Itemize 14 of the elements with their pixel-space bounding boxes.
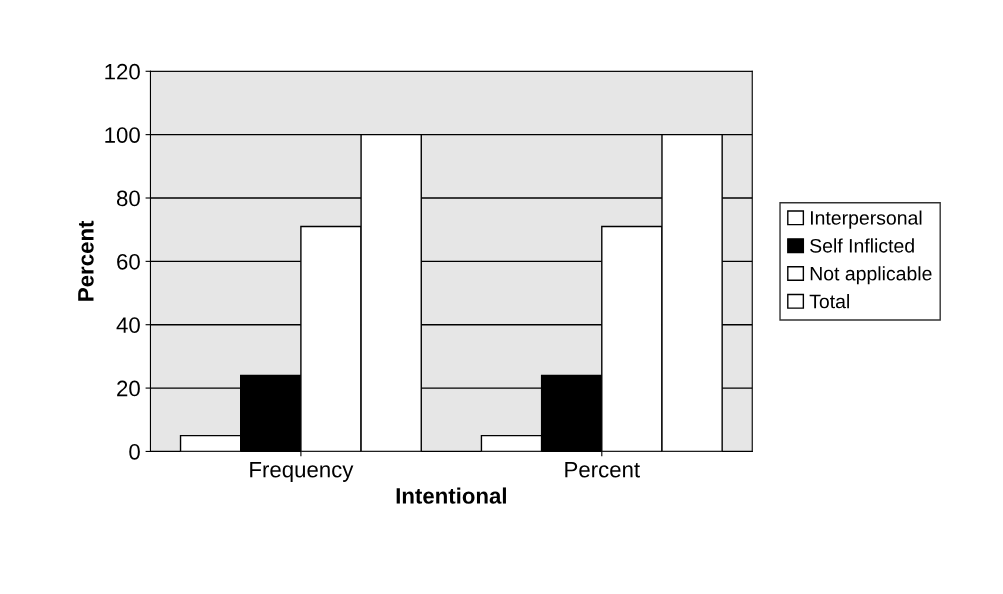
y-tick-label: 120 bbox=[105, 63, 140, 80]
x-axis-title: Intentional bbox=[396, 487, 506, 504]
y-tick-label: 100 bbox=[105, 127, 140, 143]
y-tick-label: 80 bbox=[116, 190, 140, 207]
y-tick-label: 0 bbox=[129, 443, 140, 460]
legend-label: Self Inflicted bbox=[810, 238, 914, 253]
x-tick-label: Frequency bbox=[250, 461, 354, 482]
y-axis-title: Percent bbox=[78, 220, 94, 301]
y-tick-label: 40 bbox=[116, 317, 140, 333]
legend-label: Not applicable bbox=[810, 266, 932, 285]
legend-label: Total bbox=[809, 294, 849, 309]
y-tick-label: 60 bbox=[117, 253, 140, 270]
legend-label: Interpersonal bbox=[810, 210, 922, 229]
y-tick-label: 20 bbox=[117, 380, 140, 397]
